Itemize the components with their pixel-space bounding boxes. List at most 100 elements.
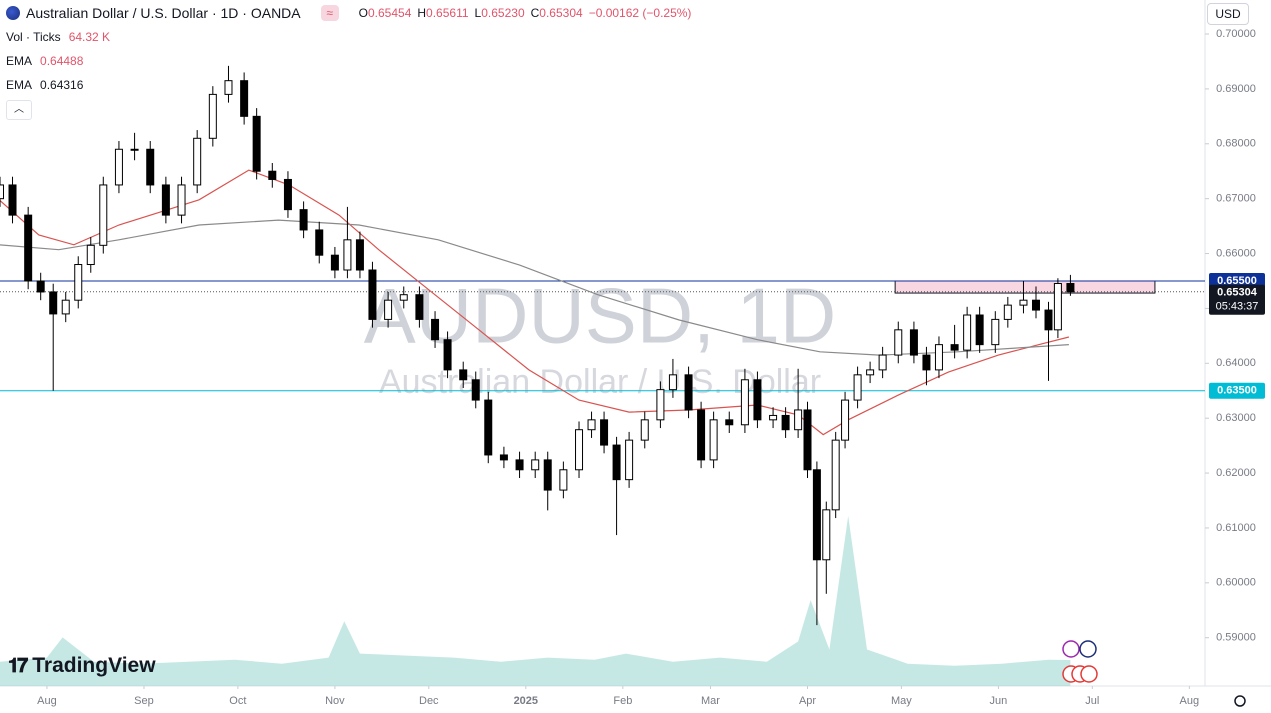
ohlc-key: H: [417, 6, 427, 20]
watermark: AUDUSD, 1D: [364, 272, 836, 360]
level-label-bg: [1209, 382, 1265, 399]
candle-body: [769, 414, 778, 421]
resistance-zone: [894, 280, 1156, 294]
candle-body: [625, 439, 634, 481]
x-tick-label: Jun: [990, 695, 1008, 707]
candle-body: [415, 294, 424, 320]
x-tick-label: Oct: [229, 695, 246, 707]
candle-body: [130, 148, 139, 151]
candle-body: [822, 509, 831, 561]
candle-body: [1044, 309, 1053, 331]
candle-body: [1066, 283, 1075, 293]
x-tick-label: Dec: [419, 695, 439, 707]
change: −0.00162 (−0.25%): [588, 6, 692, 20]
candle-body: [668, 374, 677, 391]
logo-text: TradingView: [32, 654, 156, 677]
candle-body: [355, 239, 364, 271]
x-tick-label: Nov: [325, 695, 345, 707]
event-icon: [1062, 640, 1080, 658]
candle-body: [600, 419, 609, 446]
ohlc-item: O0.65454: [359, 5, 412, 21]
y-tick-label: 0.68000: [1216, 138, 1256, 150]
x-tick-label: Jul: [1085, 695, 1099, 707]
candle-body: [515, 459, 524, 471]
indicator-button[interactable]: ≈: [320, 5, 339, 21]
logo: 𝟏𝟕 TradingView: [8, 654, 156, 678]
candle-body: [909, 329, 918, 356]
candle-body: [8, 184, 17, 216]
last-price-bg: [1209, 284, 1265, 315]
candle-body: [803, 409, 812, 471]
candle-body: [587, 419, 596, 431]
y-tick-label: 0.66000: [1216, 247, 1256, 259]
ema-line: [0, 169, 1070, 436]
volume-area: [0, 515, 1071, 686]
y-tick-label: 0.70000: [1216, 28, 1256, 40]
candle-body: [991, 318, 1000, 346]
candle-body: [484, 399, 493, 456]
candle-body: [1053, 283, 1062, 331]
ohlc-value: 0.65230: [481, 6, 525, 20]
candle-body: [0, 184, 4, 200]
ema-value: 0.64316: [40, 78, 84, 92]
candle-body: [399, 294, 408, 301]
collapse-button[interactable]: ︿: [6, 100, 32, 120]
level-label: 0.63500: [1217, 385, 1257, 397]
y-tick-label: 0.62000: [1216, 467, 1256, 479]
symbol-row: Australian Dollar / U.S. Dollar · 1D · O…: [6, 5, 691, 21]
candle-body: [894, 329, 903, 356]
candle-body: [531, 459, 540, 471]
y-tick-label: 0.60000: [1216, 577, 1256, 589]
level-label: 0.65500: [1217, 275, 1257, 287]
ohlc-item: L0.65230: [475, 5, 525, 21]
candle-body: [975, 314, 984, 346]
ema-name: EMA: [6, 78, 33, 92]
candle-body: [193, 137, 202, 186]
currency-button[interactable]: USD: [1207, 3, 1249, 25]
candle-body: [24, 214, 33, 282]
ohlc-value: 0.65454: [367, 6, 412, 20]
candle-body: [612, 444, 621, 481]
ema-line: [0, 219, 1069, 356]
volume-value: 64.32 K: [68, 30, 111, 44]
candle-body: [499, 454, 508, 461]
x-tick-label: May: [891, 695, 912, 707]
candle-body: [283, 178, 292, 211]
event-icon: [1080, 665, 1098, 683]
candle-body: [49, 291, 58, 315]
ema-name: EMA: [6, 54, 33, 68]
countdown-label: 05:43:37: [1216, 301, 1259, 313]
candle-body: [114, 148, 123, 186]
candle-body: [753, 379, 762, 421]
y-tick-label: 0.64000: [1216, 357, 1256, 369]
candle-body: [684, 374, 693, 411]
candle-body: [697, 409, 706, 461]
candle-body: [950, 344, 959, 351]
event-icon: [1079, 640, 1097, 658]
candle-body: [709, 419, 718, 461]
ohlc-key: L: [474, 6, 482, 20]
candle-body: [740, 379, 749, 426]
candle-body: [384, 299, 393, 320]
candle-body: [299, 209, 308, 231]
candle-body: [36, 280, 45, 293]
candle-body: [812, 469, 821, 561]
candle-body: [1003, 304, 1012, 320]
candle-body: [575, 429, 584, 471]
y-tick-label: 0.69000: [1216, 83, 1256, 95]
candle-body: [963, 314, 972, 351]
ohlc-value: 0.65611: [426, 6, 469, 20]
candle-body: [831, 439, 840, 511]
x-tick-label: Sep: [134, 695, 154, 707]
candle-body: [315, 229, 324, 256]
ohlc-value: 0.65304: [539, 6, 583, 20]
ema-legend: EMA 0.64488: [6, 54, 83, 68]
candle-body: [368, 269, 377, 320]
x-tick-label: Aug: [37, 695, 57, 707]
x-tick-label: Feb: [613, 695, 632, 707]
flag-icon: [6, 6, 20, 20]
x-tick-label: Apr: [799, 695, 816, 707]
candle-body: [922, 354, 931, 371]
